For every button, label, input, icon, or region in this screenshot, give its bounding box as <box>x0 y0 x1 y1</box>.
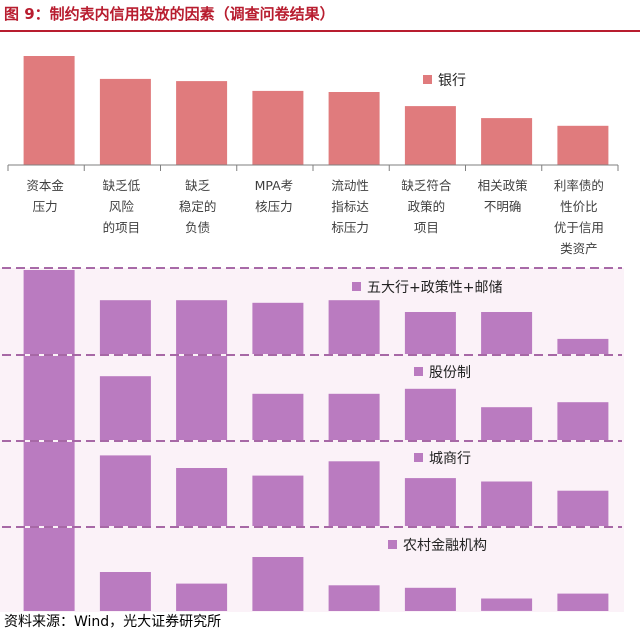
bar-s3-c2 <box>176 468 228 526</box>
chart-title: 图 9：制约表内信用投放的因素（调查问卷结果） <box>4 5 335 23</box>
legend-label-1: 五大行+政策性+邮储 <box>367 279 502 296</box>
category-label-7-line-0: 利率债的 <box>554 178 604 193</box>
category-label-2-line-1: 稳定的 <box>179 199 217 214</box>
bar-s2-c5 <box>404 388 456 440</box>
category-label-6-line-0: 相关政策 <box>478 178 529 193</box>
bar-s3-c4 <box>328 461 380 526</box>
category-label-5-line-1: 政策的 <box>408 199 446 214</box>
bar-s0-c5 <box>404 106 456 165</box>
legend-marker-2 <box>414 367 423 376</box>
legend-label-0: 银行 <box>438 73 466 89</box>
bar-s1-c5 <box>404 312 456 354</box>
bar-s1-c0 <box>23 270 75 354</box>
category-label-0-line-0: 资本金 <box>26 178 64 193</box>
bar-s0-c7 <box>557 125 609 165</box>
bar-s4-c0 <box>23 528 75 611</box>
bar-s3-c7 <box>557 490 609 526</box>
legend-marker-0 <box>423 75 432 84</box>
bar-s4-c6 <box>481 598 533 611</box>
bar-s2-c3 <box>252 393 304 440</box>
category-label-6-line-1: 不明确 <box>484 199 522 214</box>
source-note: 资料来源：Wind，光大证券研究所 <box>4 614 222 630</box>
category-label-3-line-1: 核压力 <box>255 199 293 214</box>
category-label-7-line-3: 类资产 <box>560 241 598 256</box>
bar-s4-c5 <box>404 587 456 611</box>
bar-s3-c3 <box>252 475 304 526</box>
bar-s1-c4 <box>328 300 380 354</box>
category-label-0-line-1: 压力 <box>33 199 58 214</box>
legend-marker-1 <box>352 282 361 291</box>
category-label-4-line-2: 标压力 <box>331 220 369 235</box>
legend-marker-4 <box>388 540 397 549</box>
category-label-7-line-2: 优于信用 <box>554 220 604 235</box>
legend-label-4: 农村金融机构 <box>403 538 487 554</box>
bar-s0-c2 <box>176 81 228 165</box>
category-label-2-line-2: 负债 <box>185 220 210 235</box>
bar-s4-c1 <box>99 572 151 611</box>
bar-s3-c6 <box>481 481 533 526</box>
bar-s2-c4 <box>328 393 380 440</box>
category-label-5-line-2: 项目 <box>414 220 439 235</box>
bar-s0-c1 <box>99 78 151 165</box>
legend-label-3: 城商行 <box>429 451 471 467</box>
category-label-7-line-1: 性价比 <box>560 199 598 214</box>
category-label-4-line-0: 流动性 <box>331 178 369 193</box>
bar-s1-c7 <box>557 338 609 354</box>
bar-s0-c0 <box>23 56 75 165</box>
bar-s3-c5 <box>404 478 456 526</box>
category-label-2-line-0: 缺乏 <box>185 178 211 193</box>
legend-marker-3 <box>414 453 423 462</box>
bar-s0-c6 <box>481 118 533 165</box>
bar-s1-c2 <box>176 300 228 354</box>
bar-s4-c2 <box>176 583 228 611</box>
category-label-3-line-0: MPA考 <box>255 178 294 193</box>
bar-s0-c3 <box>252 90 304 165</box>
bar-s4-c3 <box>252 557 304 611</box>
bar-s1-c3 <box>252 302 304 354</box>
bar-s3-c1 <box>99 455 151 526</box>
category-label-5-line-0: 缺乏符合 <box>401 178 452 193</box>
category-label-1-line-2: 的项目 <box>103 220 141 235</box>
category-label-1-line-1: 风险 <box>109 199 135 214</box>
bar-s2-c1 <box>99 376 151 440</box>
bar-s4-c7 <box>557 593 609 611</box>
bar-s2-c2 <box>176 356 228 440</box>
bar-s2-c7 <box>557 402 609 440</box>
bar-s1-c6 <box>481 312 533 354</box>
bar-s2-c6 <box>481 407 533 440</box>
legend-label-2: 股份制 <box>429 365 471 381</box>
bar-s4-c4 <box>328 585 380 611</box>
category-label-1-line-0: 缺乏低 <box>103 178 141 193</box>
bar-s2-c0 <box>23 356 75 440</box>
title-rule <box>0 30 640 32</box>
category-label-4-line-1: 指标达 <box>331 199 369 214</box>
bar-s1-c1 <box>99 300 151 354</box>
bar-s0-c4 <box>328 92 380 165</box>
bar-s3-c0 <box>23 442 75 526</box>
